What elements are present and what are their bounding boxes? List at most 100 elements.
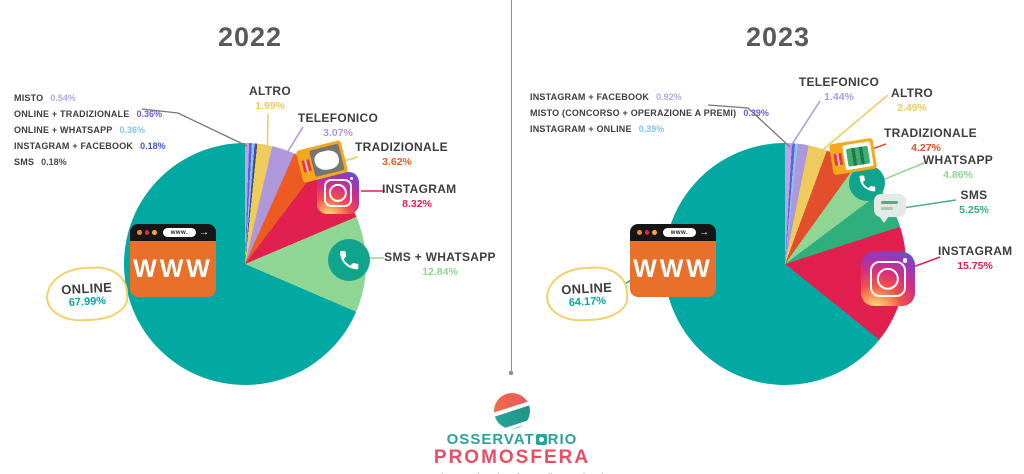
instagram-flash-dot (349, 177, 354, 181)
legend-row: INSTAGRAM + FACEBOOK 0.92% (530, 89, 769, 105)
callout-telefonico-2022: TELEFONICO 3.07% (296, 111, 380, 140)
callout-label: SMS (960, 188, 988, 202)
window-dot-icon (644, 230, 650, 235)
legend-value: 0.92% (656, 92, 682, 102)
bubble-tail (879, 216, 889, 223)
callout-label: SMS + WHATSAPP (384, 250, 496, 264)
callout-label: ALTRO (891, 86, 933, 100)
instagram-icon (861, 252, 915, 306)
callout-label: INSTAGRAM (938, 244, 1013, 258)
gift-icon (301, 158, 312, 173)
banknote-icon (845, 145, 871, 167)
legend-row: INSTAGRAM + FACEBOOK 0.18% (14, 138, 166, 154)
postcard-frame (842, 141, 874, 171)
browser-titlebar: www. → (630, 224, 716, 241)
address-bar: www. (662, 228, 696, 237)
legend-value: 0.36% (136, 109, 162, 119)
sms-chat-bubble-icon (874, 194, 906, 223)
gift-icon (833, 152, 844, 166)
window-dot-icon (137, 230, 142, 235)
logo-name-promosfera: PROMOSFERA (433, 447, 591, 468)
address-bar: www. (162, 228, 196, 237)
instagram-icon (317, 172, 359, 214)
vertical-divider (511, 0, 512, 371)
callout-altro-2023: ALTRO 2.49% (883, 86, 941, 115)
chart-title-2022: 2022 (217, 22, 283, 52)
legend-2022: MISTO 0.54% ONLINE + TRADIZIONALE 0.36% ON… (14, 90, 166, 170)
callout-label: ALTRO (249, 84, 291, 98)
instagram-lens (876, 267, 900, 291)
callout-altro-2022: ALTRO 1.99% (238, 84, 302, 113)
callout-instagram-2023: INSTAGRAM 15.75% (938, 244, 1012, 273)
legend-label: INSTAGRAM + ONLINE (530, 124, 632, 134)
instagram-lens (328, 183, 348, 203)
legend-value: 0.39% (743, 108, 769, 118)
callout-label: INSTAGRAM (382, 182, 457, 196)
bubble-text-line (881, 201, 898, 204)
legend-row: SMS 0.18% (14, 154, 166, 170)
callout-tradizionale-2023: TRADIZIONALE 4.27% (884, 126, 977, 155)
legend-value: 0.39% (638, 124, 665, 134)
callout-telefonico-2023: TELEFONICO 1.44% (795, 75, 883, 104)
logo-text-left: OSSERVAT (446, 431, 535, 448)
legend-value: 0.36% (119, 125, 146, 135)
legend-row: MISTO 0.54% (14, 90, 166, 106)
callout-value: 1.99% (255, 99, 285, 112)
instagram-frame (323, 178, 353, 208)
callout-value: 4.27% (911, 141, 941, 154)
legend-label: INSTAGRAM + FACEBOOK (14, 141, 134, 151)
callout-label: TRADIZIONALE (355, 140, 448, 154)
arrow-icon: → (199, 226, 209, 238)
callout-value: 8.32% (402, 197, 432, 210)
chart-title-2023: 2023 (745, 22, 811, 52)
callout-label: WHATSAPP (922, 153, 994, 167)
legend-row: ONLINE + TRADIZIONALE 0.36% (14, 106, 166, 122)
callout-value: 64.17% (568, 294, 607, 309)
legend-row: INSTAGRAM + ONLINE 0.39% (530, 121, 769, 137)
callout-value: 4.86% (943, 168, 973, 181)
callout-instagram-2022: INSTAGRAM 8.32% (382, 182, 457, 211)
telescope-icon (535, 434, 547, 445)
legend-value: 0.18% (140, 141, 166, 151)
window-dot-icon (652, 230, 657, 235)
legend-label: INSTAGRAM + FACEBOOK (530, 92, 650, 102)
instagram-flash-dot (903, 258, 908, 263)
promosfera-sphere-icon (494, 393, 530, 429)
callout-value: 3.62% (382, 155, 412, 168)
browser-www-icon: www. → WWW (130, 224, 216, 297)
legend-value: 0.54% (50, 93, 76, 103)
whatsapp-phone-icon (328, 239, 370, 281)
bubble-text-line (881, 207, 893, 210)
callout-value: 15.75% (957, 259, 993, 272)
legend-label: SMS (14, 157, 35, 167)
legend-label: MISTO (CONCORSO + OPERAZIONE A PREMI) (530, 108, 737, 118)
legend-row: ONLINE + WHATSAPP 0.36% (14, 122, 166, 138)
callout-sms-2023: SMS 5.25% (948, 188, 1000, 217)
callout-value: 12.84% (422, 265, 458, 278)
browser-titlebar: www. → (130, 224, 216, 241)
vertical-divider-cap (509, 371, 513, 375)
callout-value: 2.49% (897, 101, 927, 114)
www-text: WWW (130, 241, 216, 297)
callout-value: 67.99% (68, 294, 107, 309)
legend-label: ONLINE + WHATSAPP (14, 125, 113, 135)
callout-tradizionale-2022: TRADIZIONALE 3.62% (355, 140, 448, 169)
legend-value: 0.18% (41, 157, 67, 167)
callout-label: TRADIZIONALE (884, 126, 977, 140)
logo-name-osservatorio: OSSERVAT RIO (362, 431, 662, 448)
callout-value: 3.07% (323, 126, 353, 139)
postcard-stamp (312, 147, 342, 173)
arrow-icon: → (699, 226, 709, 238)
instagram-frame (869, 260, 907, 298)
logo-text-right: RIO (547, 431, 578, 448)
callout-value: 5.25% (959, 203, 989, 216)
sphere-bands (494, 393, 530, 429)
callout-online-2022: ONLINE 67.99% (44, 264, 130, 324)
legend-label: MISTO (14, 93, 44, 103)
browser-www-icon: www. → WWW (630, 224, 716, 297)
callout-whatsapp-2023: WHATSAPP 4.86% (920, 153, 996, 182)
legend-2023: INSTAGRAM + FACEBOOK 0.92% MISTO (CONCORS… (530, 89, 769, 137)
callout-value: 1.44% (824, 90, 854, 103)
